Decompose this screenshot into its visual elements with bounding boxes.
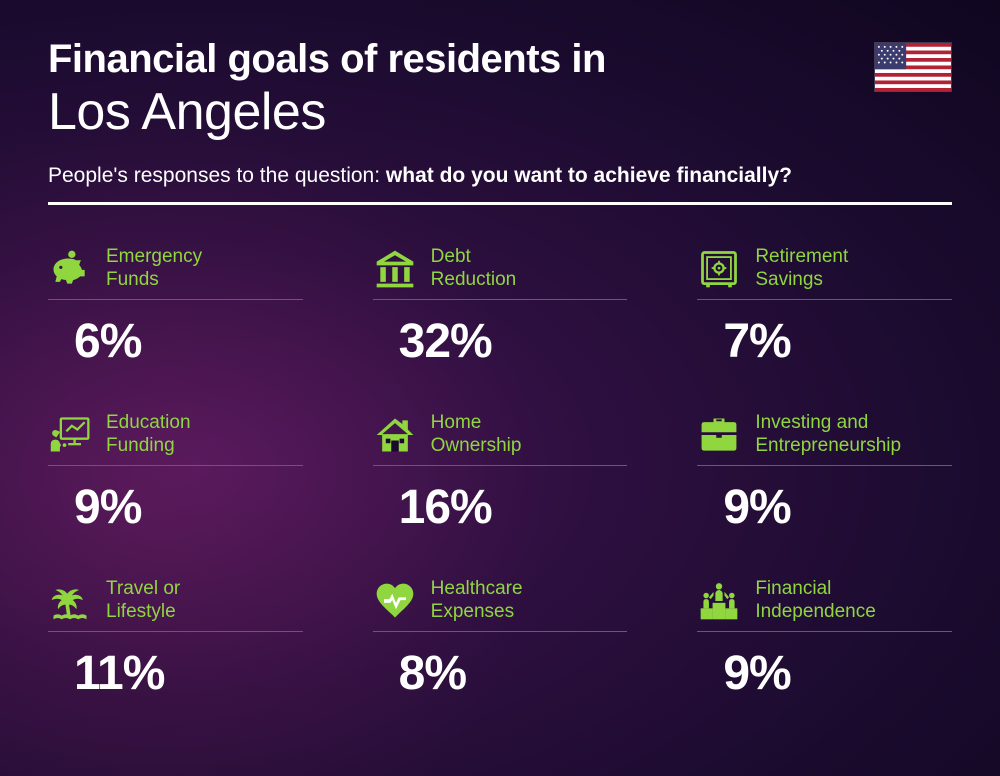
goal-label: HealthcareExpenses [431, 578, 523, 624]
header-divider [48, 202, 952, 205]
goal-label: EducationFunding [106, 412, 191, 458]
goal-label: HomeOwnership [431, 412, 522, 458]
title-city: Los Angeles [48, 82, 952, 142]
safe-icon [697, 247, 741, 291]
header: Financial goals of residents in Los Ange… [48, 38, 952, 205]
goal-value: 9% [723, 480, 952, 535]
title-line1: Financial goals of residents in [48, 38, 952, 80]
goals-grid: EmergencyFunds 6% DebtReduction 32% Retireme… [48, 245, 952, 701]
item-divider [48, 631, 303, 632]
item-divider [373, 631, 628, 632]
piggy-bank-icon [48, 247, 92, 291]
podium-icon [697, 579, 741, 623]
goal-label: FinancialIndependence [755, 578, 875, 624]
goal-label: DebtReduction [431, 246, 517, 292]
goal-item: EmergencyFunds 6% [48, 245, 303, 369]
item-divider [48, 465, 303, 466]
heart-pulse-icon [373, 579, 417, 623]
item-divider [697, 465, 952, 466]
item-divider [697, 299, 952, 300]
palm-tree-icon [48, 579, 92, 623]
goal-value: 6% [74, 314, 303, 369]
goal-value: 9% [74, 480, 303, 535]
goal-item: FinancialIndependence 9% [697, 577, 952, 701]
subtitle-prefix: People's responses to the question: [48, 164, 386, 187]
goal-item: DebtReduction 32% [373, 245, 628, 369]
goal-item: Investing andEntrepreneurship 9% [697, 411, 952, 535]
subtitle: People's responses to the question: what… [48, 164, 952, 188]
goal-value: 16% [399, 480, 628, 535]
subtitle-question: what do you want to achieve financially? [386, 164, 792, 187]
item-divider [697, 631, 952, 632]
goal-item: HealthcareExpenses 8% [373, 577, 628, 701]
goal-label: Investing andEntrepreneurship [755, 412, 901, 458]
goal-label: Travel orLifestyle [106, 578, 180, 624]
bank-icon [373, 247, 417, 291]
item-divider [373, 465, 628, 466]
goal-item: Travel orLifestyle 11% [48, 577, 303, 701]
goal-item: RetirementSavings 7% [697, 245, 952, 369]
goal-value: 9% [723, 646, 952, 701]
goal-item: HomeOwnership 16% [373, 411, 628, 535]
goal-label: EmergencyFunds [106, 246, 202, 292]
goal-label: RetirementSavings [755, 246, 848, 292]
goal-value: 11% [74, 646, 303, 701]
goal-item: EducationFunding 9% [48, 411, 303, 535]
goal-value: 7% [723, 314, 952, 369]
item-divider [48, 299, 303, 300]
presentation-icon [48, 413, 92, 457]
briefcase-icon [697, 413, 741, 457]
item-divider [373, 299, 628, 300]
goal-value: 8% [399, 646, 628, 701]
house-icon [373, 413, 417, 457]
goal-value: 32% [399, 314, 628, 369]
